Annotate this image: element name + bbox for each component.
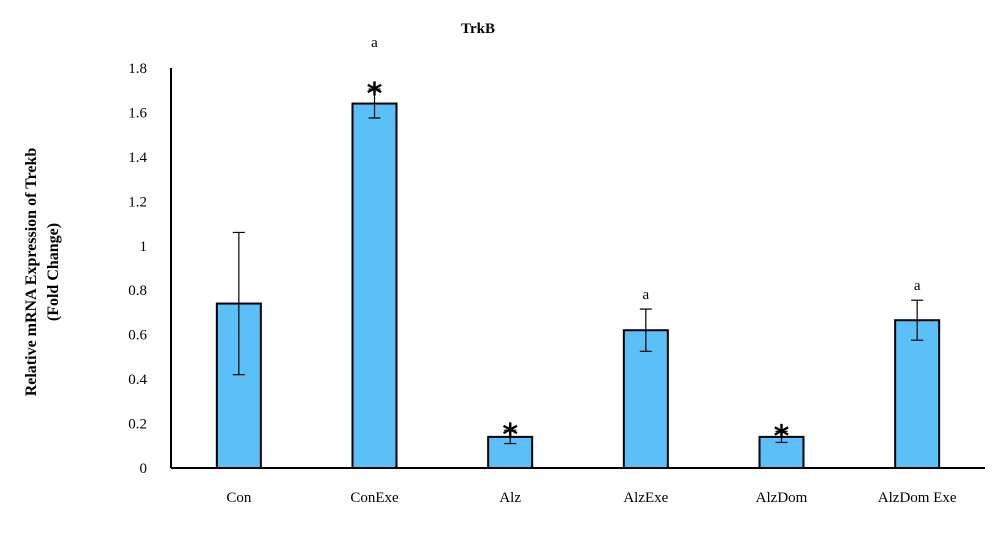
y-axis-label-line-1: Relative mRNA Expression of Trekb: [23, 148, 40, 397]
error-bar: [368, 88, 381, 119]
y-tick-label: 0: [140, 461, 148, 477]
significance-annotations: * a * a * a: [367, 35, 921, 454]
y-tick-label: 1: [140, 239, 148, 255]
y-tick-label: 1.4: [128, 150, 147, 166]
error-bar: [639, 308, 652, 352]
y-tick-label: 1.8: [128, 61, 147, 77]
x-category-label: ConExe: [350, 490, 399, 506]
y-axis-label: Relative mRNA Expression of Trekb (Fold …: [23, 148, 62, 397]
significance-star: *: [774, 419, 790, 454]
error-bar: [232, 231, 245, 376]
significance-letter: a: [371, 35, 378, 51]
x-category-label: AlzDom Exe: [878, 490, 957, 506]
bar: [351, 102, 398, 470]
y-tick-label: 0.6: [128, 328, 147, 344]
error-bar: [911, 299, 924, 341]
chart-title: TrkB: [461, 21, 495, 37]
y-tick-label: 0.4: [128, 372, 147, 388]
error-bars: [232, 88, 924, 445]
x-axis-category-labels: Con ConExe Alz AlzExe AlzDom AlzDom Exe: [226, 490, 957, 506]
error-bar: [504, 429, 517, 445]
y-tick-label: 0.8: [128, 283, 147, 299]
error-bar: [775, 430, 788, 444]
y-axis-label-line-2: (Fold Change): [45, 223, 62, 321]
bar: [894, 319, 941, 469]
y-tick-label: 1.2: [128, 194, 147, 210]
x-category-label: Con: [226, 490, 252, 506]
y-axis-ticks: 0 0.2 0.4 0.6 0.8 1 1.2 1.4 1.6 1.8: [128, 61, 147, 477]
significance-star: *: [367, 77, 383, 112]
y-tick-label: 1.6: [128, 105, 147, 121]
x-category-label: AlzDom: [756, 490, 808, 506]
significance-letter: a: [914, 278, 921, 294]
x-category-label: Alz: [499, 490, 521, 506]
y-tick-label: 0.2: [128, 417, 147, 433]
bar: [758, 435, 805, 469]
bars: [215, 102, 941, 470]
significance-star: *: [502, 418, 518, 453]
x-category-label: AlzExe: [623, 490, 668, 506]
significance-letter: a: [642, 287, 649, 303]
